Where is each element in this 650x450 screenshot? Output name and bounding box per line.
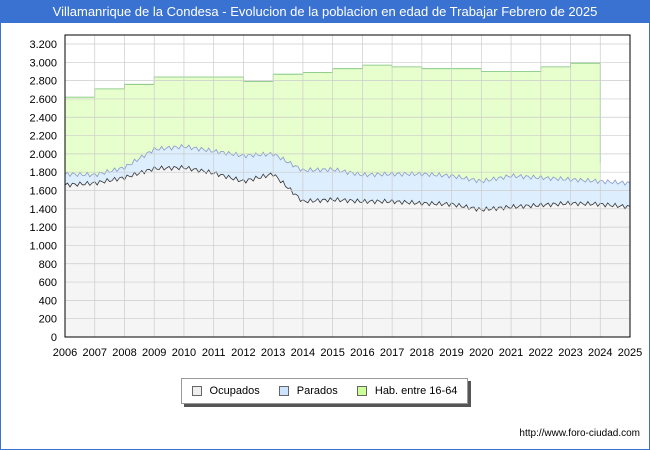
x-tick-label: 2019 — [439, 347, 463, 359]
y-tick-label: 3.200 — [29, 39, 57, 51]
x-tick-label: 2013 — [261, 347, 285, 359]
y-tick-label: 2.200 — [29, 131, 57, 143]
x-tick-label: 2010 — [172, 347, 196, 359]
y-tick-label: 600 — [39, 277, 57, 289]
x-tick-label: 2011 — [202, 347, 226, 359]
x-tick-label: 2007 — [82, 347, 106, 359]
x-tick-label: 2017 — [380, 347, 404, 359]
legend-item-hab: Hab. entre 16-64 — [356, 385, 458, 397]
y-tick-label: 2.800 — [29, 76, 57, 88]
chart-title: Villamanrique de la Condesa - Evolucion … — [0, 0, 650, 23]
y-tick-label: 3.000 — [29, 57, 57, 69]
x-tick-label: 2021 — [499, 347, 523, 359]
y-tick-label: 1.000 — [29, 240, 57, 252]
legend-label-parados: Parados — [296, 385, 338, 397]
source-url[interactable]: http://www.foro-ciudad.com — [519, 428, 640, 439]
area-ocupados — [65, 165, 630, 337]
legend: Ocupados Parados Hab. entre 16-64 — [181, 378, 468, 404]
y-tick-label: 1.200 — [29, 222, 57, 234]
y-tick-label: 400 — [39, 295, 57, 307]
x-tick-label: 2006 — [53, 347, 77, 359]
y-tick-label: 2.400 — [29, 112, 57, 124]
y-tick-label: 200 — [39, 314, 57, 326]
x-tick-label: 2008 — [112, 347, 136, 359]
legend-item-ocupados: Ocupados — [191, 385, 260, 397]
x-tick-label: 2016 — [350, 347, 374, 359]
x-tick-label: 2014 — [291, 347, 315, 359]
x-tick-label: 2025 — [618, 347, 642, 359]
legend-swatch-parados — [278, 386, 289, 397]
y-tick-label: 2.600 — [29, 94, 57, 106]
y-tick-label: 1.400 — [29, 204, 57, 216]
y-tick-label: 2.000 — [29, 149, 57, 161]
y-tick-label: 1.600 — [29, 186, 57, 198]
x-tick-label: 2012 — [231, 347, 255, 359]
x-tick-label: 2022 — [529, 347, 553, 359]
x-tick-label: 2023 — [558, 347, 582, 359]
x-tick-label: 2018 — [410, 347, 434, 359]
legend-label-ocupados: Ocupados — [209, 385, 260, 397]
x-tick-label: 2020 — [469, 347, 493, 359]
legend-item-parados: Parados — [278, 385, 338, 397]
plot-border — [64, 34, 631, 338]
y-tick-label: 1.800 — [29, 167, 57, 179]
x-tick-label: 2009 — [142, 347, 166, 359]
legend-label-hab: Hab. entre 16-64 — [374, 385, 458, 397]
legend-swatch-hab — [356, 386, 367, 397]
x-tick-label: 2015 — [320, 347, 344, 359]
legend-swatch-ocupados — [191, 386, 202, 397]
x-tick-label: 2024 — [588, 347, 612, 359]
y-tick-label: 800 — [39, 259, 57, 271]
y-tick-label: 0 — [51, 332, 57, 344]
